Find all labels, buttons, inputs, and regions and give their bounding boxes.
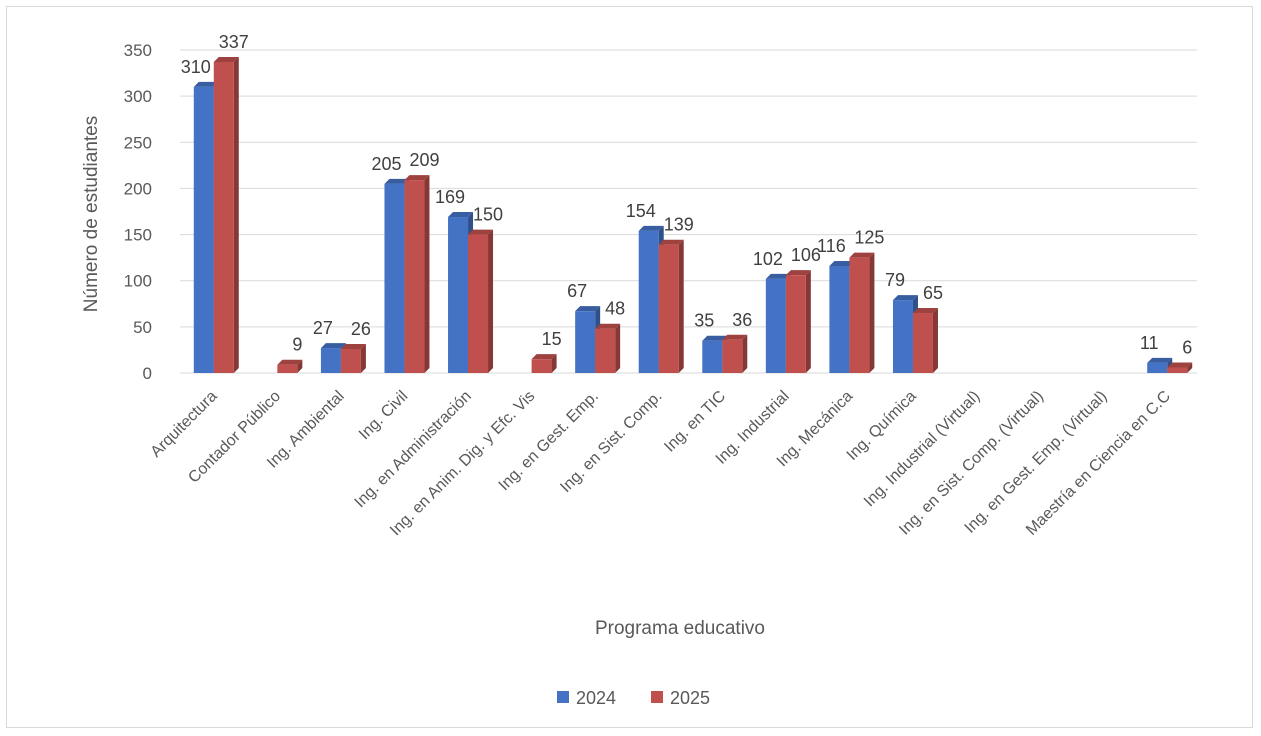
data-label: 106 bbox=[791, 245, 821, 265]
bar-2025 bbox=[1167, 362, 1193, 373]
data-label: 169 bbox=[435, 187, 465, 207]
bar-2025 bbox=[595, 323, 621, 373]
data-label: 102 bbox=[753, 249, 783, 269]
y-tick-label: 100 bbox=[124, 272, 152, 291]
y-tick-label: 200 bbox=[124, 179, 152, 198]
legend-swatch-2024 bbox=[557, 691, 569, 703]
x-axis-title: Programa educativo bbox=[595, 618, 765, 639]
y-tick-label: 350 bbox=[124, 41, 152, 60]
data-label: 6 bbox=[1182, 337, 1192, 357]
bar-2025 bbox=[340, 344, 366, 373]
bar-2025 bbox=[531, 354, 557, 373]
x-tick-label: Ing. en TIC bbox=[661, 388, 729, 456]
data-label: 11 bbox=[1140, 333, 1159, 353]
data-label: 65 bbox=[923, 283, 943, 303]
y-tick-label: 50 bbox=[133, 318, 152, 337]
y-tick-label: 0 bbox=[143, 364, 152, 383]
data-label: 27 bbox=[313, 318, 333, 338]
bars bbox=[193, 56, 1193, 374]
data-label: 209 bbox=[409, 150, 439, 170]
x-tick-label: Ing. Industrial (Virtual) bbox=[861, 388, 983, 510]
legend-label-2024: 2024 bbox=[576, 688, 616, 708]
data-label: 9 bbox=[292, 335, 302, 355]
data-label: 154 bbox=[626, 201, 656, 221]
data-label: 15 bbox=[542, 329, 562, 349]
legend-label-2025: 2025 bbox=[670, 688, 710, 708]
y-tick-label: 250 bbox=[124, 133, 152, 152]
data-label: 67 bbox=[567, 281, 587, 301]
data-label: 150 bbox=[473, 205, 503, 225]
data-label: 310 bbox=[181, 57, 211, 77]
y-axis-title: Número de estudiantes bbox=[81, 116, 102, 312]
data-label: 36 bbox=[732, 310, 752, 330]
data-label: 205 bbox=[371, 154, 401, 174]
data-label: 26 bbox=[351, 319, 371, 339]
data-label: 79 bbox=[885, 270, 905, 290]
data-label: 35 bbox=[694, 311, 714, 331]
bar-2025 bbox=[404, 175, 430, 373]
bar-2025 bbox=[849, 252, 875, 373]
y-axis-ticks: 0 50 100 150 200 250 300 350 bbox=[124, 41, 152, 383]
data-label: 116 bbox=[817, 236, 846, 256]
data-label: 125 bbox=[854, 228, 884, 248]
y-tick-label: 150 bbox=[124, 226, 152, 245]
x-tick-label: Ing. en Administración bbox=[352, 388, 475, 511]
bar-2025 bbox=[213, 56, 239, 374]
x-tick-label: Ing. Civil bbox=[356, 388, 411, 443]
bar-2025 bbox=[785, 270, 811, 373]
bar-2025 bbox=[722, 334, 748, 373]
data-label: 48 bbox=[605, 299, 625, 319]
bar-2025 bbox=[912, 308, 938, 373]
data-label: 139 bbox=[664, 215, 694, 235]
data-labels: 310 337 9 27 26 205 209 169 150 15 67 48 154 139 35 36 1… bbox=[181, 32, 1192, 357]
legend: 2024 2025 bbox=[557, 688, 710, 708]
bar-2025 bbox=[277, 359, 303, 373]
bar-2025 bbox=[658, 239, 684, 373]
y-tick-label: 300 bbox=[124, 87, 152, 106]
legend-swatch-2025 bbox=[651, 691, 663, 703]
data-label: 337 bbox=[219, 32, 249, 52]
bar-2025 bbox=[468, 229, 494, 373]
